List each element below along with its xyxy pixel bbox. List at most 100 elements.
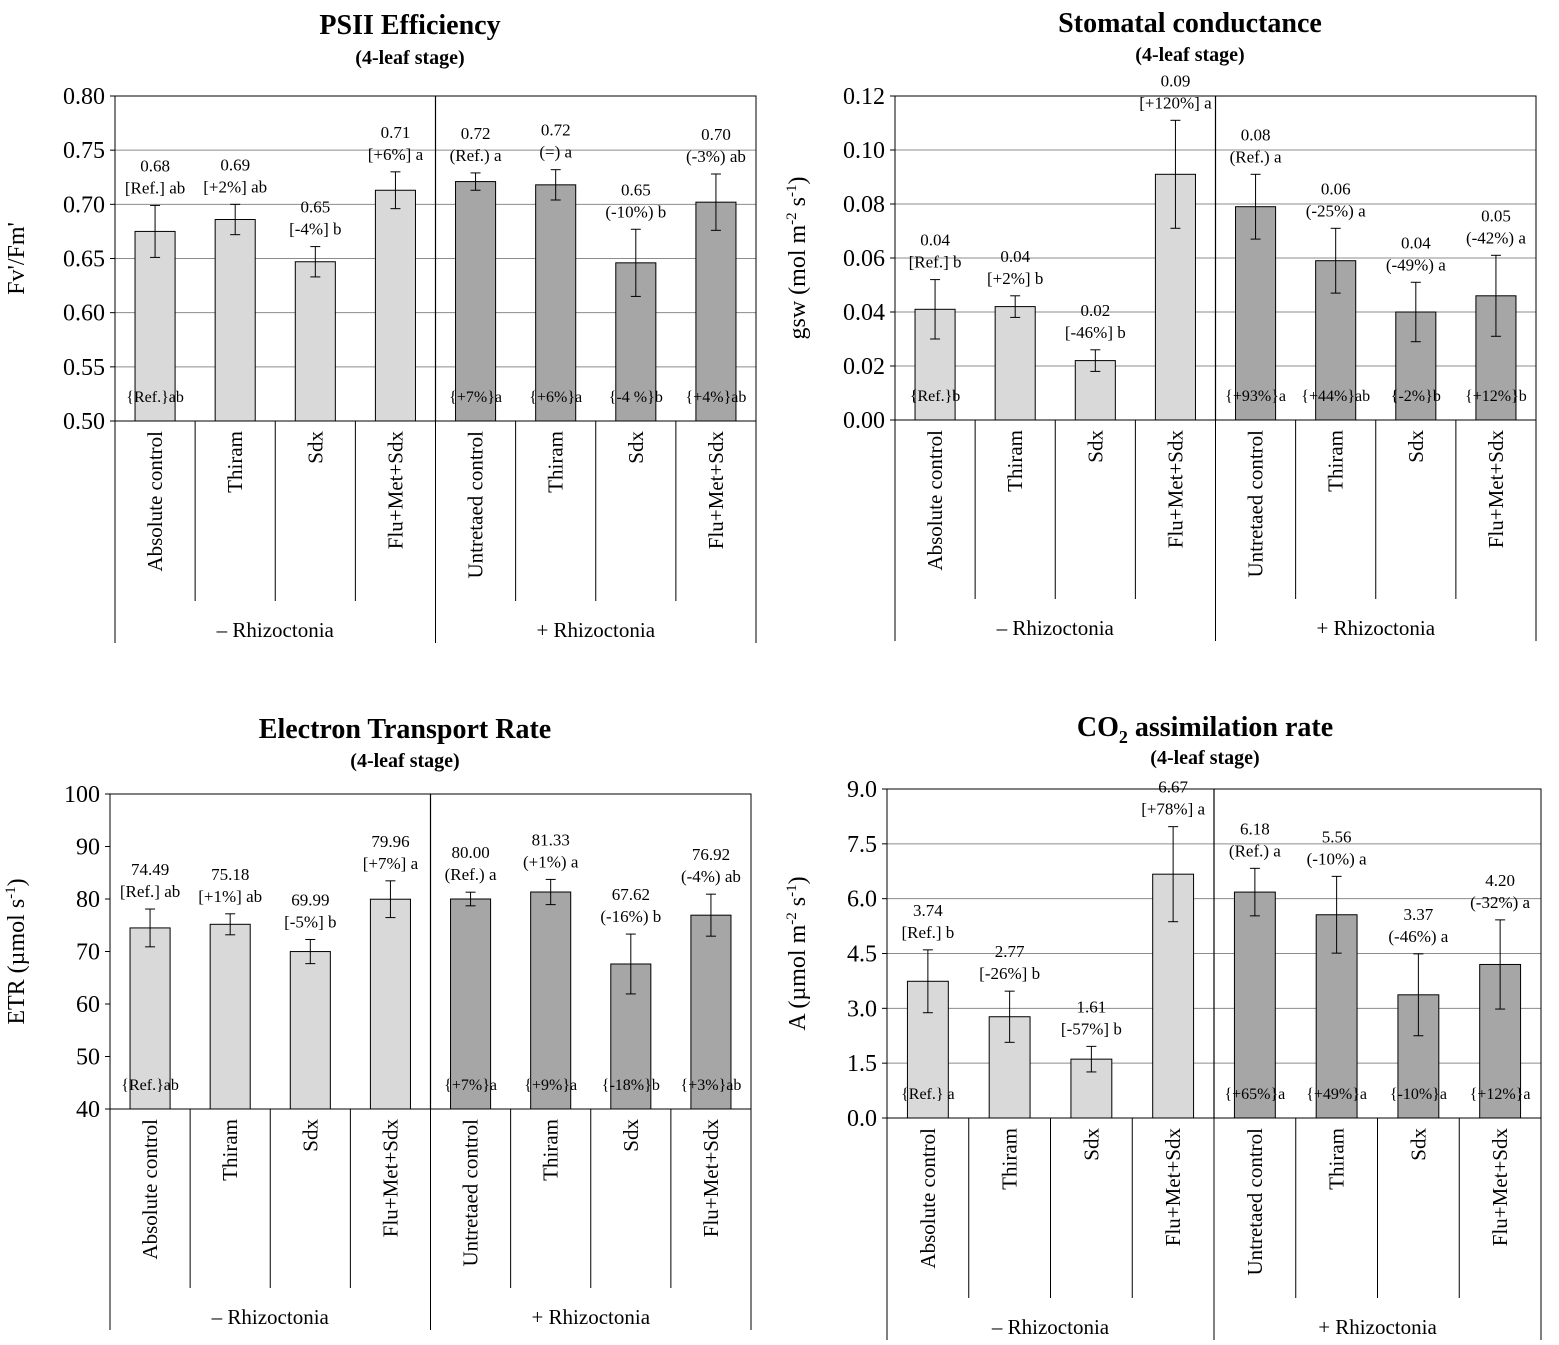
y-tick-label: 50: [76, 1045, 100, 1071]
data-annotation: (-3%) ab: [686, 147, 746, 166]
y-tick-label: 60: [76, 992, 100, 1018]
data-annotation: [Ref.] b: [901, 923, 954, 942]
bar: [289, 951, 331, 1110]
data-label: 6.67: [1158, 778, 1188, 797]
bar-bottom-annotation: {+49%}a: [1306, 1086, 1367, 1103]
bar: [695, 201, 737, 422]
bar: [450, 898, 492, 1110]
x-category-label: Untretaed control: [464, 431, 488, 579]
chart-title: Electron Transport Rate: [259, 714, 551, 745]
data-label: 0.04: [1401, 233, 1431, 252]
x-category-label: Untretaed control: [1243, 1128, 1267, 1276]
y-tick-label: 0.12: [843, 84, 885, 110]
bar: [369, 898, 411, 1110]
data-label: 0.72: [461, 124, 491, 143]
y-tick-label: 0.60: [63, 301, 105, 327]
data-label: 76.92: [692, 845, 730, 864]
chart-subtitle: (4-leaf stage): [1135, 44, 1244, 66]
y-tick-label: 70: [76, 940, 100, 966]
y-tick-label: 40: [76, 1097, 100, 1123]
x-category-label: Sdx: [1079, 1128, 1103, 1161]
bar-bottom-annotation: {-10%}a: [1390, 1086, 1447, 1103]
bar-bottom-annotation: {Ref.}ab: [126, 389, 184, 406]
bar-bottom-annotation: {+9%}a: [524, 1077, 577, 1094]
bar-bottom-annotation: {-18%}b: [602, 1077, 660, 1094]
group-label-minus: – Rhizoctonia: [991, 1315, 1110, 1339]
chart-title: PSII Efficiency: [319, 10, 500, 41]
y-tick-label: 0.02: [843, 354, 885, 380]
bar: [134, 230, 176, 422]
data-label: 0.04: [1000, 247, 1030, 266]
data-annotation: (=) a: [539, 143, 572, 162]
data-annotation: [-46%] b: [1065, 323, 1126, 342]
x-category-label: Flu+Met+Sdx: [383, 431, 407, 550]
x-category-label: Absolute control: [143, 431, 167, 572]
x-category-label: Sdx: [619, 1119, 643, 1152]
data-label: 1.61: [1077, 997, 1107, 1016]
y-tick-label: 0.06: [843, 246, 885, 272]
x-category-label: Flu+Met+Sdx: [1484, 430, 1508, 549]
group-label-plus: + Rhizoctonia: [1316, 616, 1435, 640]
x-category-label: Sdx: [1083, 430, 1107, 463]
x-category-label: Sdx: [298, 1119, 322, 1152]
group-label-plus: + Rhizoctonia: [1318, 1315, 1437, 1339]
x-category-label: Untretaed control: [1244, 430, 1268, 578]
x-category-label: Absolute control: [138, 1119, 162, 1260]
data-label: 0.02: [1080, 301, 1110, 320]
y-axis-label: Fv'/Fm': [4, 222, 30, 295]
chart-title: CO2 assimilation rate: [1077, 712, 1333, 747]
chart-subtitle: (4-leaf stage): [1150, 747, 1259, 769]
y-tick-label: 90: [76, 835, 100, 861]
x-category-label: Flu+Met+Sdx: [704, 431, 728, 550]
y-tick-label: 80: [76, 887, 100, 913]
data-annotation: [+78%] a: [1141, 800, 1205, 819]
bar-bottom-annotation: {+12%}a: [1470, 1086, 1531, 1103]
y-tick-label: 0.50: [63, 409, 105, 435]
data-annotation: (Ref.) a: [445, 865, 497, 884]
data-annotation: (-46%) a: [1388, 927, 1448, 946]
data-label: 0.65: [300, 198, 330, 217]
data-annotation: (-49%) a: [1386, 255, 1446, 274]
y-tick-label: 7.5: [847, 832, 877, 858]
bar: [209, 923, 251, 1110]
y-tick-label: 100: [64, 782, 100, 808]
bar: [1235, 206, 1277, 421]
data-label: 0.65: [621, 180, 651, 199]
bar-bottom-annotation: {+6%}a: [529, 389, 582, 406]
bar: [294, 261, 336, 422]
data-label: 0.06: [1321, 179, 1351, 198]
chart-subtitle: (4-leaf stage): [350, 750, 459, 772]
data-label: 0.04: [920, 231, 950, 250]
group-label-plus: + Rhizoctonia: [531, 1305, 650, 1329]
bar-bottom-annotation: {+7%}a: [449, 389, 502, 406]
y-tick-label: 0.80: [63, 84, 105, 110]
data-label: 0.08: [1241, 125, 1271, 144]
x-category-label: Sdx: [1406, 1128, 1430, 1161]
y-tick-label: 9.0: [847, 777, 877, 803]
data-annotation: [+6%] a: [368, 145, 424, 164]
data-label: 0.72: [541, 121, 571, 140]
bar: [374, 189, 416, 422]
data-label: 3.74: [913, 901, 943, 920]
bar-bottom-annotation: {-2%}b: [1391, 388, 1441, 405]
chart-panel-4: CO2 assimilation rate(4-leaf stage) 0.0 1.…: [784, 712, 1542, 1340]
data-label: 0.68: [140, 156, 170, 175]
data-label: 79.96: [371, 832, 409, 851]
data-annotation: (Ref.) a: [450, 146, 502, 165]
data-label: 6.18: [1240, 819, 1270, 838]
bar-bottom-annotation: {Ref.}b: [910, 388, 960, 405]
data-label: 5.56: [1322, 827, 1352, 846]
bar-bottom-annotation: {+65%}a: [1224, 1086, 1285, 1103]
chart-panel-3: Electron Transport Rate (4-leaf stage) 40 5…: [3, 714, 752, 1330]
x-category-label: Thiram: [1325, 1128, 1349, 1190]
data-annotation: (-32%) a: [1470, 893, 1530, 912]
bar: [214, 219, 256, 422]
group-label-plus: + Rhizoctonia: [536, 618, 655, 642]
data-annotation: (-4%) ab: [681, 867, 741, 886]
data-annotation: [-4%] b: [289, 220, 341, 239]
x-category-label: Flu+Met+Sdx: [1488, 1128, 1512, 1247]
data-label: 0.09: [1161, 71, 1191, 90]
chart-title: Stomatal conductance: [1058, 8, 1322, 39]
data-label: 4.20: [1485, 871, 1515, 890]
